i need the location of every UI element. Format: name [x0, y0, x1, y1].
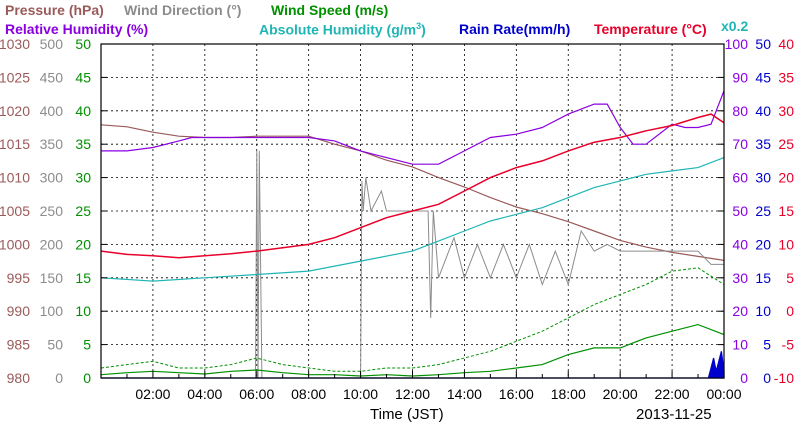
legend-absolute-humidity: Absolute Humidity (g/m3) [259, 21, 426, 38]
wind_speed-tick-label: 5 [83, 337, 91, 353]
relative_humidity-tick-label: 90 [732, 69, 748, 85]
temperature-tick-label: -10 [774, 370, 794, 386]
pressure-tick-label: 990 [7, 303, 31, 319]
temperature-tick-label: 30 [778, 103, 794, 119]
wind_speed-tick-label: 50 [75, 36, 91, 52]
pressure-tick-label: 1030 [0, 36, 30, 52]
x-tick-label: 00:00 [706, 386, 741, 402]
wind_direction-tick-label: 50 [47, 337, 63, 353]
rain_rate-tick-label: 0 [763, 370, 771, 386]
legend-rain-rate: Rain Rate(mm/h) [459, 21, 571, 37]
relative_humidity-tick-label: 70 [732, 136, 748, 152]
legend-wind-speed: Wind Speed (m/s) [271, 2, 389, 18]
y-axes: 1030102510201015101010051000995990985980… [0, 36, 794, 386]
wind_direction-tick-label: 450 [40, 69, 64, 85]
x-tick-label: 02:00 [135, 386, 170, 402]
wind_direction-tick-label: 400 [40, 103, 64, 119]
temperature-tick-label: -5 [782, 337, 795, 353]
wind_speed-tick-label: 35 [75, 136, 91, 152]
wind_speed-tick-label: 15 [75, 270, 91, 286]
wind_direction-tick-label: 0 [55, 370, 63, 386]
relative_humidity-tick-label: 80 [732, 103, 748, 119]
x-tick-label: 18:00 [551, 386, 586, 402]
rain_rate-tick-label: 5 [763, 337, 771, 353]
wind_direction-tick-label: 350 [40, 136, 64, 152]
relative_humidity-tick-label: 10 [732, 337, 748, 353]
legend-relative-humidity: Relative Humidity (%) [5, 21, 149, 37]
wind_speed-tick-label: 20 [75, 236, 91, 252]
pressure-tick-label: 1000 [0, 236, 30, 252]
rain_rate-tick-label: 10 [755, 303, 771, 319]
relative_humidity-tick-label: 30 [732, 270, 748, 286]
temperature-tick-label: 40 [778, 36, 794, 52]
temperature-tick-label: 5 [786, 270, 794, 286]
temperature-tick-label: 20 [778, 170, 794, 186]
x-tick-label: 14:00 [447, 386, 482, 402]
series-relative-humidity [101, 90, 725, 165]
x-tick-label: 04:00 [187, 386, 222, 402]
wind_direction-tick-label: 250 [40, 203, 64, 219]
rain_rate-tick-label: 35 [755, 136, 771, 152]
legend-absolute-humidity-sup: 3 [416, 21, 422, 31]
wind_direction-tick-label: 150 [40, 270, 64, 286]
pressure-tick-label: 1025 [0, 69, 30, 85]
x-tick-label: 22:00 [655, 386, 690, 402]
temperature-tick-label: 25 [778, 136, 794, 152]
legend-wind-direction: Wind Direction (°) [124, 2, 242, 18]
temperature-tick-label: 10 [778, 236, 794, 252]
x-tick-label: 12:00 [395, 386, 430, 402]
pressure-tick-label: 995 [7, 270, 31, 286]
pressure-tick-label: 1015 [0, 136, 30, 152]
legend-pressure: Pressure (hPa) [5, 2, 104, 18]
x-tick-label: 10:00 [343, 386, 378, 402]
rain_rate-tick-label: 50 [755, 36, 771, 52]
wind_direction-tick-label: 300 [40, 170, 64, 186]
relative_humidity-tick-label: 100 [725, 36, 749, 52]
wind_speed-tick-label: 45 [75, 69, 91, 85]
x-tick-label: 16:00 [499, 386, 534, 402]
relative_humidity-tick-label: 60 [732, 170, 748, 186]
rain_rate-tick-label: 30 [755, 170, 771, 186]
pressure-tick-label: 1010 [0, 170, 30, 186]
wind_direction-tick-label: 100 [40, 303, 64, 319]
x-tick-label: 08:00 [291, 386, 326, 402]
series-wind-speed-gust-m-s [100, 267, 725, 372]
relative_humidity-tick-label: 50 [732, 203, 748, 219]
wind_speed-tick-label: 40 [75, 103, 91, 119]
relative_humidity-tick-label: 40 [732, 236, 748, 252]
x-tick-label: 06:00 [239, 386, 274, 402]
series-absolute-humidity-g-m3-x0-2 [100, 157, 725, 282]
x-axis-title: Time (JST) [370, 406, 444, 423]
pressure-tick-label: 980 [7, 370, 31, 386]
pressure-tick-label: 985 [7, 337, 31, 353]
rain_rate-tick-label: 40 [755, 103, 771, 119]
wind_speed-tick-label: 30 [75, 170, 91, 186]
wind_speed-tick-label: 10 [75, 303, 91, 319]
x-axis: 02:00 04:00 06:00 08:00 10:00 12:00 14:00 16:00… [126, 371, 742, 402]
legend-scale-note: x0.2 [721, 18, 749, 34]
temperature-tick-label: 0 [786, 303, 794, 319]
rain_rate-tick-label: 15 [755, 270, 771, 286]
date-label: 2013-11-25 [636, 406, 712, 423]
wind_speed-tick-label: 0 [83, 370, 91, 386]
temperature-tick-label: 35 [778, 69, 794, 85]
series-temperature-c [100, 113, 725, 259]
pressure-tick-label: 1020 [0, 103, 30, 119]
relative_humidity-tick-label: 20 [732, 303, 748, 319]
wind_speed-tick-label: 25 [75, 203, 91, 219]
legend-absolute-humidity-text: Absolute Humidity (g/m [259, 21, 417, 38]
legend-temperature: Temperature (°C) [594, 21, 707, 37]
rain_rate-tick-label: 25 [755, 203, 771, 219]
x-tick-label: 20:00 [603, 386, 638, 402]
wind_direction-tick-label: 200 [40, 236, 64, 252]
rain_rate-tick-label: 45 [755, 69, 771, 85]
temperature-tick-label: 15 [778, 203, 794, 219]
wind_direction-tick-label: 500 [40, 36, 64, 52]
pressure-tick-label: 1005 [0, 203, 30, 219]
relative_humidity-tick-label: 0 [740, 370, 748, 386]
legend-absolute-humidity-close: ) [421, 21, 426, 38]
rain_rate-tick-label: 20 [755, 236, 771, 252]
